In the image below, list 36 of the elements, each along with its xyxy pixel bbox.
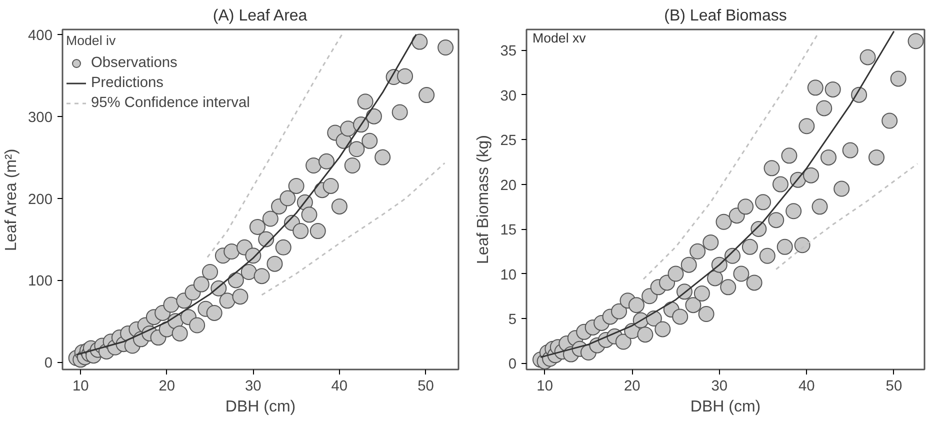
y-tick-label: 300 (28, 110, 53, 126)
x-tick-label: 50 (886, 378, 902, 394)
x-tick-label: 50 (418, 378, 434, 394)
y-axis-title: Leaf Biomass (kg) (475, 135, 492, 264)
y-tick-label: 15 (500, 222, 517, 239)
y-axis-title: Leaf Area (m²) (3, 148, 20, 252)
x-tick-label: 40 (331, 378, 348, 394)
y-tick-label: 10 (500, 267, 517, 284)
y-tick-label: 30 (500, 88, 517, 104)
x-tick-label: 10 (536, 378, 553, 394)
legend-title: Model iv (66, 33, 117, 48)
legend-label: Observations (91, 55, 178, 71)
y-tick-label: 25 (500, 133, 517, 150)
x-axis-title: DBH (cm) (225, 398, 296, 416)
y-tick-label: 200 (28, 192, 53, 208)
y-tick-label: 0 (508, 356, 517, 373)
legend-label: Predictions (91, 75, 164, 91)
x-tick-label: 20 (624, 378, 640, 394)
x-tick-label: 40 (798, 378, 815, 394)
x-tick-label: 30 (711, 378, 728, 394)
y-tick-label: 0 (44, 356, 53, 372)
line-series (775, 162, 918, 270)
y-tick-label: 100 (28, 274, 53, 290)
y-tick-label: 5 (508, 312, 517, 328)
y-tick-label: 20 (500, 178, 517, 194)
chart-title: (A) Leaf Area (212, 8, 308, 24)
y-tick-label: 35 (500, 44, 517, 60)
x-tick-label: 30 (245, 378, 262, 394)
x-axis-title: DBH (cm) (690, 398, 761, 416)
chart-title: (B) Leaf Biomass (664, 8, 787, 24)
legend-label: 95% Confidence interval (91, 95, 250, 111)
annotation: Model xv (532, 30, 586, 46)
line-series (261, 162, 446, 296)
x-tick-label: 10 (72, 378, 89, 394)
y-tick-label: 400 (28, 28, 53, 44)
x-tick-label: 20 (158, 378, 176, 394)
